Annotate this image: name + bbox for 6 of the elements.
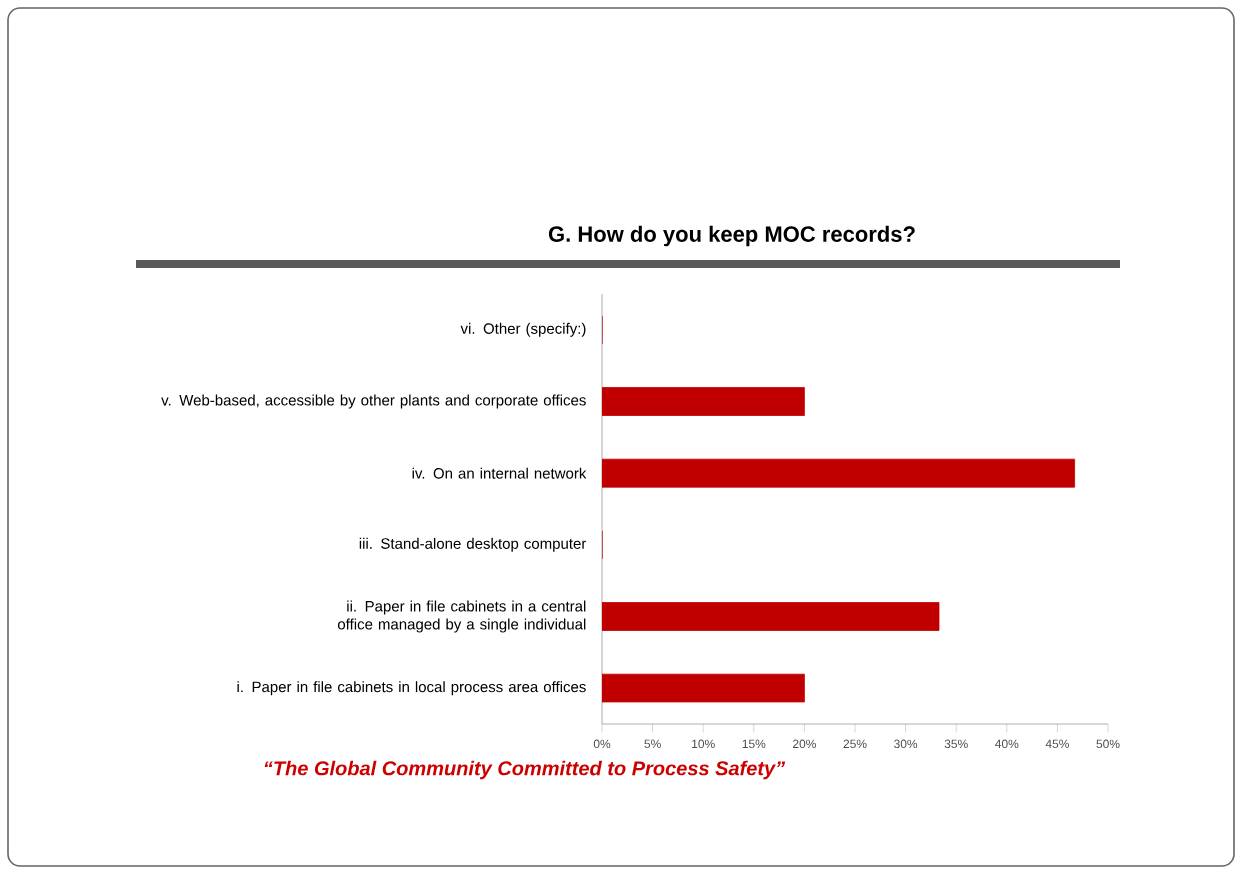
bar [602,458,1076,488]
bar [602,387,805,416]
bar [602,673,805,703]
text: “The Global Community Committed to Process Safety” [264,760,786,780]
chart-title: G. How do you keep MOC records? [548,225,915,247]
bar [602,602,940,631]
